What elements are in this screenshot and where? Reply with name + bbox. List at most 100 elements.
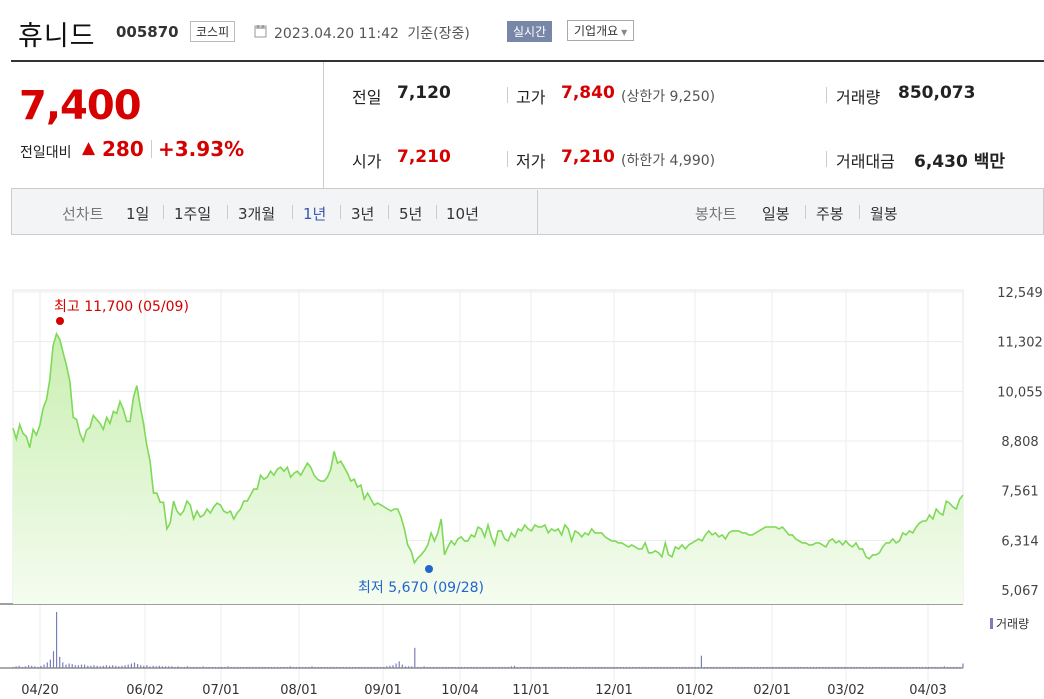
volume-bar: [355, 666, 357, 668]
x-tick-label: 04/03: [909, 683, 946, 698]
volume-bar: [647, 666, 649, 668]
volume-bar: [133, 662, 136, 668]
volume-bar: [909, 666, 911, 668]
price-chart[interactable]: 12,549 11,302 10,055 8,808 7,561 6,314 5,067 04…: [0, 270, 1044, 699]
tab-1week[interactable]: 1주일: [174, 205, 212, 223]
volume-bar: [62, 662, 64, 668]
volume-bar: [280, 666, 282, 668]
volume-bar: [451, 666, 453, 668]
volume-bar: [233, 666, 235, 668]
volume-bar: [308, 666, 310, 668]
volume-bar: [507, 666, 509, 668]
volume-bar: [155, 666, 157, 668]
tab-10year[interactable]: 10년: [446, 205, 479, 223]
volume-bar: [897, 666, 899, 668]
separator: [826, 151, 827, 167]
tab-5year[interactable]: 5년: [399, 205, 423, 223]
volume-bar: [180, 666, 182, 668]
volume-bar: [759, 666, 762, 668]
tab-separator: [805, 205, 806, 219]
y-tick-label: 11,302: [997, 336, 1043, 351]
volume-bar: [439, 666, 441, 668]
tab-3year[interactable]: 3년: [351, 205, 375, 223]
tab-1year[interactable]: 1년: [303, 205, 327, 223]
tab-daily-candle[interactable]: 일봉: [762, 205, 790, 223]
volume-bar: [311, 666, 313, 668]
volume-bar: [725, 666, 727, 668]
volume-bar: [747, 666, 749, 668]
summary-divider: [323, 62, 324, 188]
volume-bar: [196, 666, 198, 668]
volume-bar: [859, 666, 861, 668]
prev-close-label: 전일: [352, 88, 382, 107]
tab-1day[interactable]: 1일: [126, 205, 150, 223]
volume-bar: [644, 666, 646, 668]
volume-bar: [526, 666, 528, 668]
high-marker: [56, 317, 64, 325]
volume-bar: [18, 665, 20, 668]
volume-bar: [314, 666, 316, 668]
volume-bar: [49, 659, 51, 668]
volume-bar: [140, 665, 142, 668]
volume-bar: [775, 666, 777, 668]
volume-bar: [146, 665, 148, 668]
volume-bar: [414, 647, 416, 668]
volume-bar: [84, 664, 86, 668]
volume-bar: [395, 663, 397, 668]
volume-bar: [327, 666, 329, 668]
trade-amount-value: 6,430 백만: [914, 152, 1005, 172]
volume-bar: [598, 666, 600, 668]
volume-bar: [299, 666, 301, 668]
volume-bar: [498, 666, 500, 668]
tab-monthly-candle[interactable]: 월봉: [870, 205, 898, 223]
volume-bar: [591, 666, 593, 668]
low-label: 저가: [516, 152, 546, 171]
current-price: 7,400: [19, 83, 142, 129]
volume-bar: [834, 666, 836, 668]
volume-bar: [862, 666, 864, 668]
volume-bar: [566, 666, 568, 668]
volume-bar: [828, 666, 830, 668]
volume-bar: [794, 666, 796, 668]
volume-bar: [781, 666, 783, 668]
volume-bar: [470, 666, 472, 668]
change-value: 280: [102, 137, 144, 161]
volume-bar: [383, 666, 385, 668]
volume-bar: [46, 662, 48, 668]
volume-bar: [538, 666, 540, 668]
volume-bar: [158, 665, 160, 668]
y-tick-label: 10,055: [997, 385, 1043, 400]
x-tick-label: 07/01: [202, 683, 239, 698]
y-tick-label: 7,561: [1001, 485, 1038, 500]
volume-bar: [579, 666, 581, 668]
volume-bar: [956, 666, 958, 668]
volume-bar: [442, 666, 444, 668]
tab-3month[interactable]: 3개월: [238, 205, 276, 223]
separator: [507, 151, 508, 167]
volume-bar: [364, 666, 366, 668]
y-tick-label: 8,808: [1001, 435, 1038, 450]
volume-bar: [417, 666, 419, 668]
corp-overview-button[interactable]: 기업개요 ▼: [567, 20, 635, 41]
volume-bar: [940, 666, 942, 668]
volume-bar: [367, 666, 369, 668]
realtime-badge[interactable]: 실시간: [507, 21, 553, 42]
volume-bar: [666, 666, 668, 668]
volume-bar: [112, 665, 114, 668]
x-tick-label: 03/02: [827, 683, 864, 698]
tab-separator: [340, 205, 341, 219]
tab-weekly-candle[interactable]: 주봉: [816, 205, 844, 223]
volume-bar: [928, 666, 930, 668]
volume-bar: [953, 666, 955, 668]
volume-bar: [918, 666, 920, 668]
volume-bar: [548, 666, 550, 668]
volume-bar: [277, 666, 279, 668]
line-chart-heading: 선차트: [62, 205, 104, 223]
y-tick-label: 6,314: [1001, 534, 1038, 549]
volume-bar: [168, 666, 170, 668]
volume-bar: [423, 666, 425, 668]
volume-bar: [903, 666, 905, 668]
volume-bar: [931, 666, 933, 668]
volume-bar: [127, 664, 129, 668]
volume-bar: [286, 666, 288, 668]
